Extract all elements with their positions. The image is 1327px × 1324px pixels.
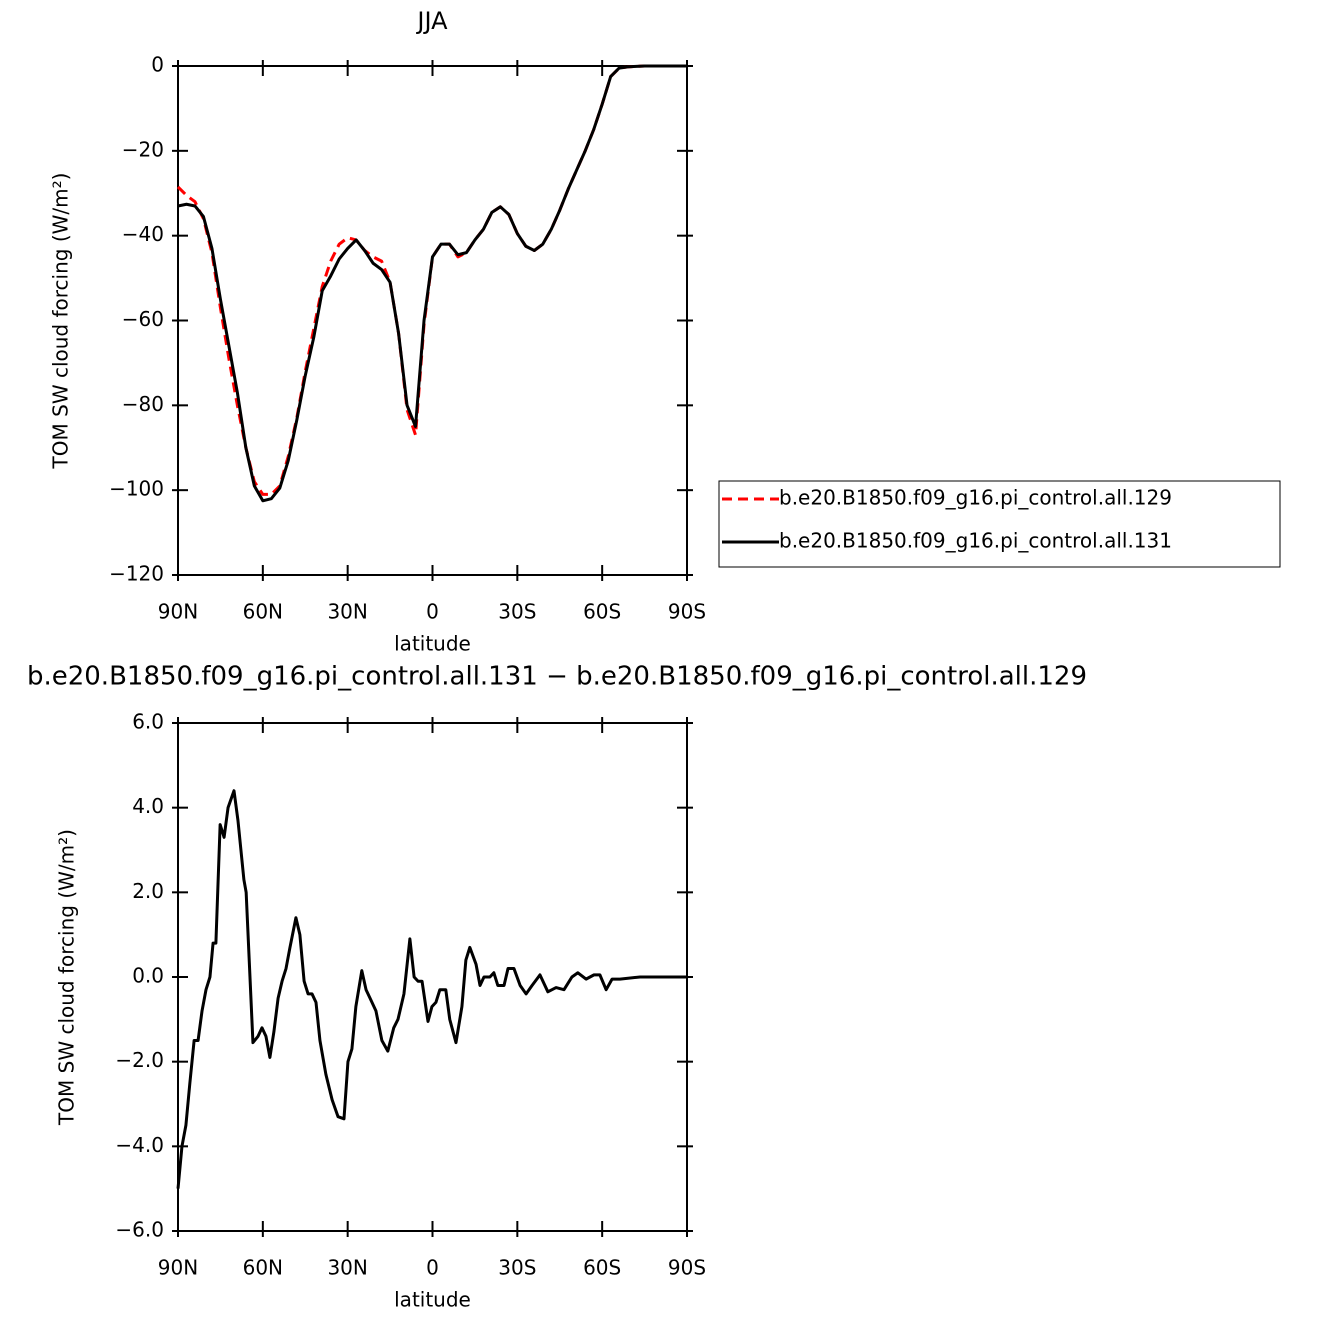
- x-tick-label: 0: [426, 1256, 439, 1280]
- x-tick-label: 60S: [583, 1256, 621, 1280]
- y-axis-label: TOM SW cloud forcing (W/m²): [55, 829, 79, 1126]
- y-tick-label: −4.0: [115, 1133, 164, 1157]
- x-axis-label: latitude: [394, 1288, 471, 1312]
- plot-frame: [177, 722, 688, 1232]
- y-tick-label: −100: [109, 477, 164, 501]
- x-tick-label: 60N: [243, 1256, 283, 1280]
- x-axis-label: latitude: [394, 632, 471, 656]
- legend-label: b.e20.B1850.f09_g16.pi_control.all.131: [779, 529, 1172, 553]
- legend-label: b.e20.B1850.f09_g16.pi_control.all.129: [779, 486, 1172, 510]
- y-tick-label: 6.0: [132, 710, 164, 734]
- chart-title: b.e20.B1850.f09_g16.pi_control.all.131 −…: [27, 662, 1087, 692]
- y-axis-label: TOM SW cloud forcing (W/m²): [49, 173, 73, 470]
- y-tick-label: −2.0: [115, 1048, 164, 1072]
- x-tick-label: 90N: [158, 1256, 198, 1280]
- x-tick-label: 0: [426, 600, 439, 624]
- x-tick-label: 90S: [668, 1256, 706, 1280]
- y-tick-label: 2.0: [132, 879, 164, 903]
- plot-frame: [177, 65, 688, 576]
- x-tick-label: 60S: [583, 600, 621, 624]
- x-tick-label: 90S: [668, 600, 706, 624]
- legend-box: [718, 480, 1281, 568]
- data-line: [176, 64, 687, 496]
- x-tick-label: 30N: [327, 600, 367, 624]
- y-tick-label: −120: [109, 562, 164, 586]
- chart-title: JJA: [415, 7, 448, 35]
- y-tick-label: 0: [151, 53, 164, 77]
- y-tick-label: −40: [122, 222, 164, 246]
- data-line: [176, 789, 687, 1189]
- y-tick-label: −80: [122, 392, 164, 416]
- x-tick-label: 30N: [327, 1256, 367, 1280]
- y-tick-label: 0.0: [132, 964, 164, 988]
- x-tick-label: 90N: [158, 600, 198, 624]
- x-tick-label: 30S: [498, 600, 536, 624]
- y-tick-label: −20: [122, 137, 164, 161]
- y-tick-label: 4.0: [132, 794, 164, 818]
- y-tick-label: −60: [122, 307, 164, 331]
- x-tick-label: 60N: [243, 600, 283, 624]
- y-tick-label: −6.0: [115, 1218, 164, 1242]
- data-line: [177, 64, 687, 503]
- x-tick-label: 30S: [498, 1256, 536, 1280]
